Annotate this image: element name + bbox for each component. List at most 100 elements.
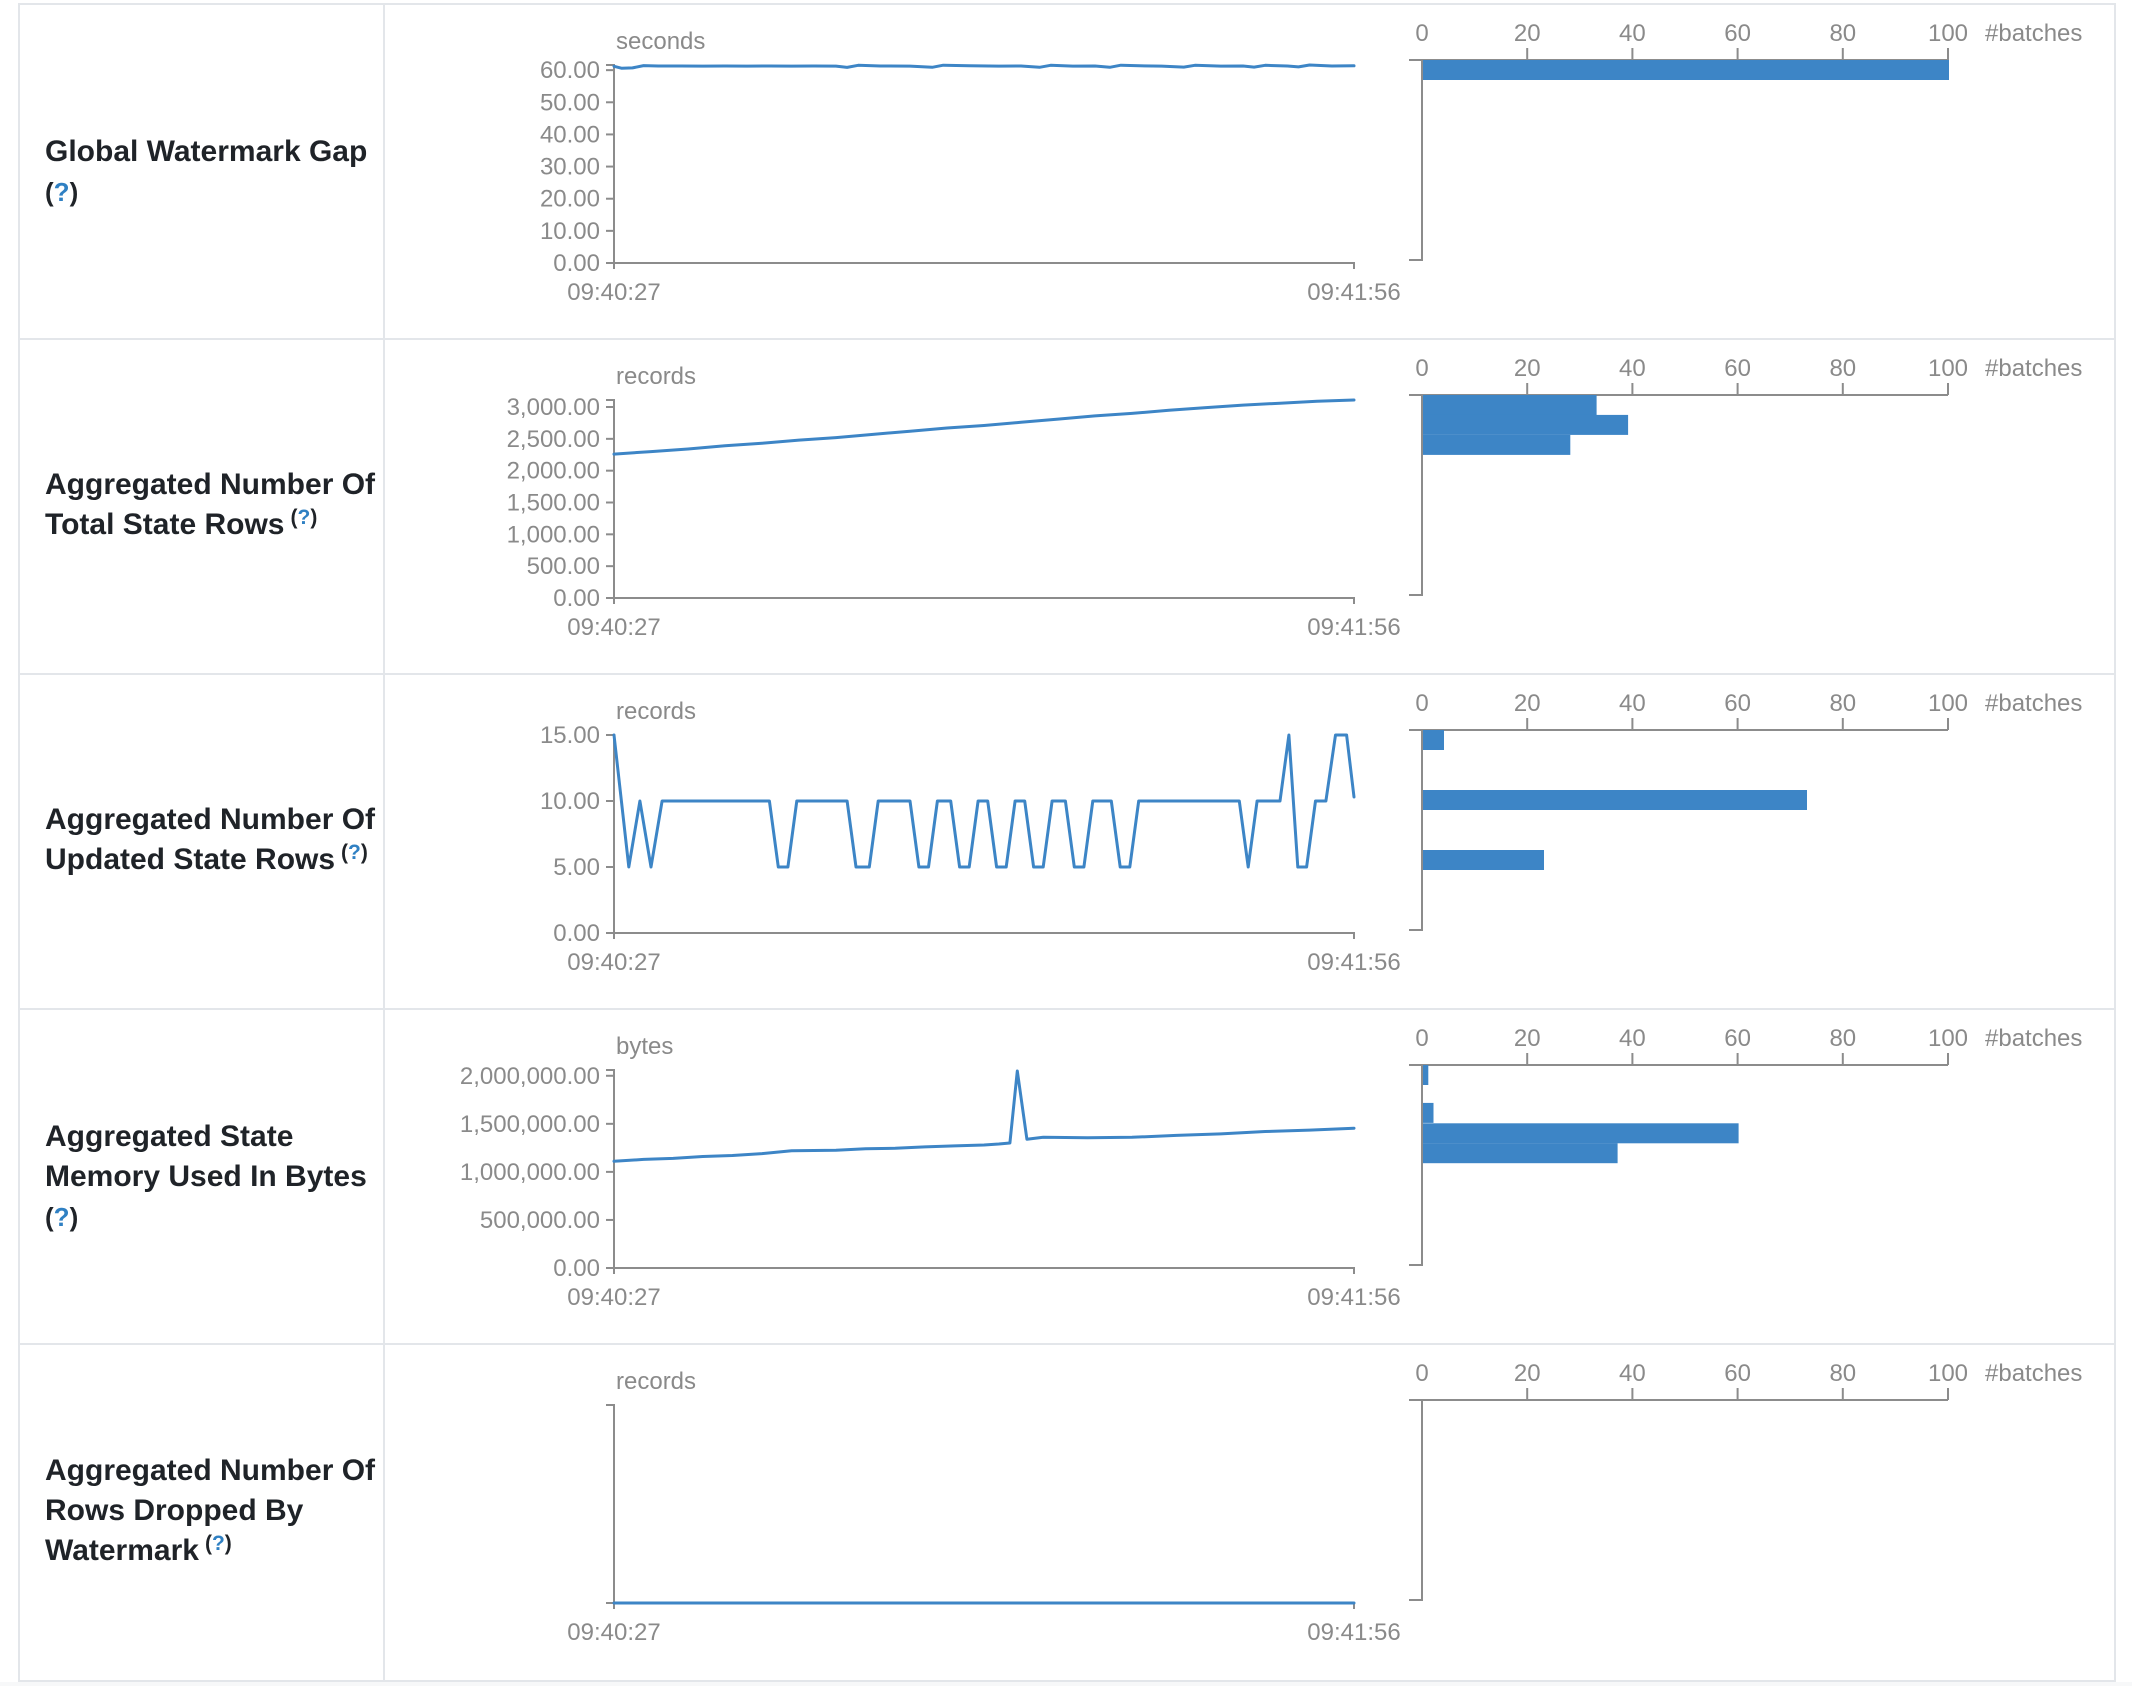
- hist-axis-title: #batches: [1985, 690, 2082, 717]
- hist-tick-label: 80: [1829, 20, 1856, 47]
- hist-axis-title: #batches: [1985, 20, 2082, 47]
- help-paren-open: (: [341, 841, 349, 864]
- hist-tick-label: 60: [1724, 1360, 1751, 1387]
- y-tick-label: 15.00: [540, 722, 600, 749]
- unit-label: records: [616, 363, 696, 390]
- hist-bar: [1423, 434, 1571, 455]
- hist-bar: [1423, 1102, 1434, 1123]
- metric-name-line: Aggregated State: [45, 1119, 294, 1153]
- x-axis: [613, 262, 1355, 269]
- y-tick-label: 0.00: [553, 1255, 600, 1282]
- hist-bar: [1423, 730, 1444, 750]
- x-axis: [613, 1267, 1355, 1274]
- metric-name: Aggregated State Memory Used In Bytes (?): [45, 1117, 367, 1237]
- hist-axis-title: #batches: [1985, 1025, 2082, 1052]
- timeline-chart: bytes 0.00 500,000.00 1,000,000.00 1,500,000…: [460, 1033, 1401, 1311]
- metric-label-cell: Global Watermark Gap (?): [20, 5, 385, 338]
- hist-tick-label: 100: [1928, 1360, 1968, 1387]
- metric-charts-cell: records 09:40:27 09:41:56 0 20 40 60 80 100 #batc…: [385, 1345, 2114, 1680]
- y-tick-label: 1,000,000.00: [460, 1159, 600, 1186]
- y-tick-label: 2,500.00: [507, 426, 600, 453]
- y-tick-label: 50.00: [540, 89, 600, 116]
- batch-histogram: 0 20 40 60 80 100 #batches: [1409, 1025, 2082, 1266]
- help-tooltip-link[interactable]: ?: [211, 1532, 225, 1555]
- hist-tick-label: 40: [1619, 1025, 1646, 1052]
- y-tick-label: 500.00: [527, 553, 600, 580]
- metric-name-line: Aggregated Number Of: [45, 468, 376, 501]
- hist-tick-label: 0: [1415, 20, 1428, 47]
- x-tick-label-start: 09:40:27: [567, 1284, 660, 1311]
- hist-tick-label: 40: [1619, 355, 1646, 382]
- hist-tick-label: 0: [1415, 690, 1428, 717]
- hist-tick-label: 40: [1619, 1360, 1646, 1387]
- hist-tick-label: 60: [1724, 20, 1751, 47]
- y-axis: [606, 64, 615, 264]
- hist-value-axis: [1409, 1399, 1423, 1601]
- metric-label-cell: Aggregated Number Of Rows Dropped By Water…: [20, 1345, 385, 1680]
- hist-tick-label: 80: [1829, 355, 1856, 382]
- metric-charts-cell: records 0.00 500.00 1,000.00 1,500.00 2,000.0…: [385, 340, 2114, 673]
- help-tooltip-link[interactable]: ?: [53, 1201, 70, 1232]
- help-marker: (?): [45, 177, 78, 207]
- help-marker: (?): [45, 1202, 78, 1232]
- charts-svg: records 0.00 500.00 1,000.00 1,500.00 2,000.0…: [507, 355, 2083, 641]
- timeline-chart: seconds 0.00 10.00 20.00 30.00 40.00 50.00 60.0…: [540, 28, 1401, 306]
- metric-name-line: Rows Dropped By: [45, 1494, 304, 1527]
- y-tick-label: 0.00: [553, 585, 600, 612]
- help-paren-close: ): [360, 841, 368, 864]
- y-tick-label: 3,000.00: [507, 394, 600, 421]
- page-bottom-strip: [0, 1682, 2132, 1686]
- hist-tick-label: 100: [1928, 1025, 1968, 1052]
- unit-label: bytes: [616, 1033, 673, 1060]
- hist-bar: [1423, 60, 1949, 80]
- help-paren-open: (: [45, 1201, 54, 1232]
- help-tooltip-link[interactable]: ?: [348, 841, 361, 864]
- metric-label-cell: Aggregated Number Of Total State Rows (?): [20, 340, 385, 673]
- hist-tick-label: 60: [1724, 355, 1751, 382]
- metric-name-line: Aggregated Number Of: [45, 803, 376, 836]
- metric-name-line: Global Watermark Gap: [45, 134, 368, 168]
- x-tick-label-end: 09:41:56: [1307, 1619, 1400, 1646]
- x-tick-label-end: 09:41:56: [1307, 614, 1400, 641]
- y-tick-label: 1,000.00: [507, 521, 600, 548]
- metric-charts-cell: bytes 0.00 500,000.00 1,000,000.00 1,500,000…: [385, 1010, 2114, 1343]
- help-paren-open: (: [204, 1532, 212, 1555]
- hist-bar: [1423, 790, 1807, 810]
- x-axis: [613, 932, 1355, 939]
- hist-tick-label: 40: [1619, 20, 1646, 47]
- hist-axis-title: #batches: [1985, 355, 2082, 382]
- metric-label-cell: Aggregated State Memory Used In Bytes (?): [20, 1010, 385, 1343]
- batch-histogram: 0 20 40 60 80 100 #batches: [1409, 690, 2082, 931]
- metric-name-line: Memory Used In Bytes: [45, 1159, 367, 1193]
- hist-bar: [1423, 850, 1544, 870]
- hist-bar: [1423, 1123, 1739, 1144]
- help-paren-close: ): [69, 1201, 79, 1232]
- metric-help-line: (?): [45, 1197, 355, 1237]
- hist-tick-label: 20: [1514, 20, 1541, 47]
- y-tick-label: 0.00: [553, 250, 600, 277]
- y-axis: [606, 1404, 615, 1604]
- hist-value-axis: [1409, 394, 1423, 596]
- x-tick-label-end: 09:41:56: [1307, 1284, 1400, 1311]
- y-tick-label: 5.00: [553, 854, 600, 881]
- help-tooltip-link[interactable]: ?: [297, 506, 311, 529]
- y-tick-label: 2,000,000.00: [460, 1063, 600, 1090]
- y-tick-label: 20.00: [540, 186, 600, 213]
- y-tick-label: 10.00: [540, 218, 600, 245]
- metric-line-series: [612, 733, 1356, 869]
- help-paren-close: ): [224, 1532, 232, 1555]
- metric-row: Global Watermark Gap (?) seconds 0.00 10.00 2…: [20, 5, 2114, 340]
- help-tooltip-link[interactable]: ?: [53, 176, 70, 207]
- y-tick-label: 2,000.00: [507, 458, 600, 485]
- help-paren-close: ): [310, 506, 318, 529]
- y-tick-label: 500,000.00: [480, 1207, 600, 1234]
- hist-axis-title: #batches: [1985, 1360, 2082, 1387]
- timeline-chart: records 09:40:27 09:41:56: [567, 1368, 1400, 1646]
- hist-tick-label: 0: [1415, 1025, 1428, 1052]
- batch-histogram: 0 20 40 60 80 100 #batches: [1409, 355, 2082, 596]
- timeline-chart: records 0.00 500.00 1,000.00 1,500.00 2,000.0…: [507, 363, 1401, 641]
- y-tick-label: 30.00: [540, 154, 600, 181]
- help-marker: (?): [341, 841, 368, 864]
- metric-name-line: Watermark (?): [45, 1532, 232, 1567]
- hist-tick-label: 80: [1829, 690, 1856, 717]
